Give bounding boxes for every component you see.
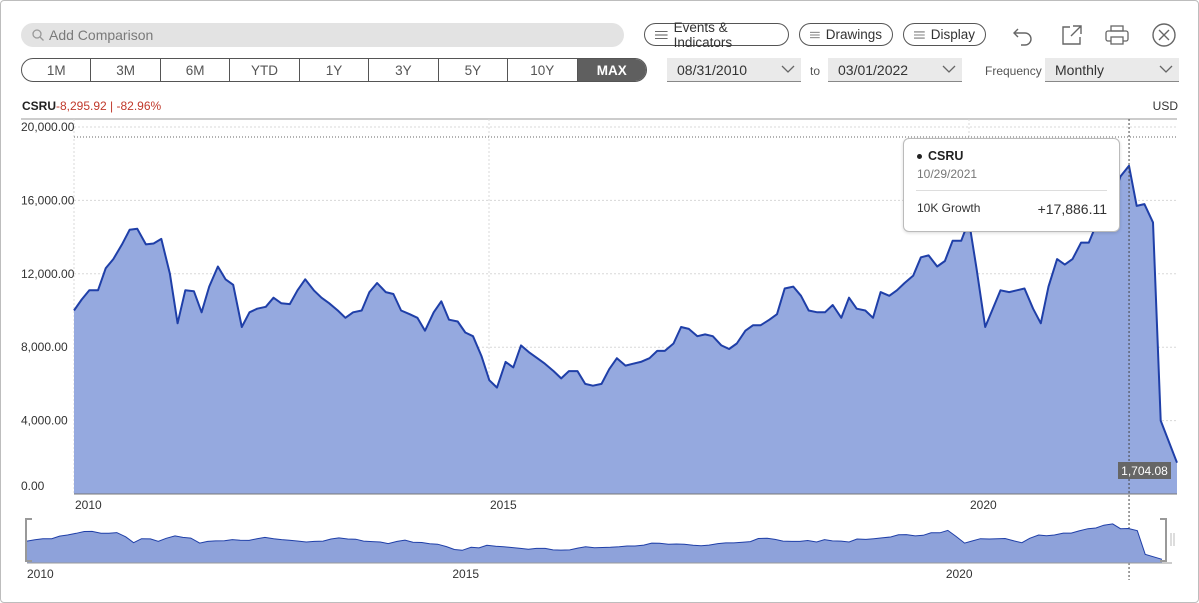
x-tick-label: 2015: [490, 498, 517, 512]
range-1y[interactable]: 1Y: [300, 59, 370, 81]
frequency-label: Frequency: [985, 64, 1042, 78]
y-tick-label: 20,000.00: [21, 120, 75, 134]
navigator-tick-label: 2020: [946, 567, 973, 581]
undo-icon[interactable]: [1010, 22, 1036, 48]
end-date-picker[interactable]: 03/01/2022: [828, 58, 962, 82]
popout-icon[interactable]: [1059, 22, 1085, 48]
series-area: [74, 165, 1177, 495]
comparison-input[interactable]: [47, 26, 611, 44]
tooltip-metric: 10K Growth: [917, 201, 981, 215]
search-icon: [32, 29, 44, 41]
date-to-label: to: [810, 64, 821, 78]
ticker-change: -8,295.92 | -82.96%: [56, 99, 162, 113]
y-tick-label: 16,000.00: [21, 193, 75, 207]
chevron-down-icon: [942, 65, 956, 73]
navigator-left-handle[interactable]: [25, 518, 32, 562]
navigator-area: [27, 523, 1162, 563]
tooltip-series-name: CSRU: [928, 149, 964, 163]
drawings-label: Drawings: [825, 27, 882, 42]
close-icon[interactable]: [1151, 22, 1177, 48]
range-5y[interactable]: 5Y: [439, 59, 509, 81]
range-3y[interactable]: 3Y: [369, 59, 439, 81]
navigator-tick-label: 2015: [452, 567, 479, 581]
list-icon: [914, 31, 925, 38]
chevron-down-icon: [1159, 65, 1173, 73]
y-tick-label: 8,000.00: [21, 340, 68, 354]
tooltip-date: 10/29/2021: [917, 167, 978, 181]
range-3m[interactable]: 3M: [91, 59, 161, 81]
display-label: Display: [930, 27, 975, 42]
x-tick-label: 2010: [75, 498, 102, 512]
frequency-value: Monthly: [1055, 61, 1105, 78]
series-dot-icon: [917, 154, 922, 160]
start-date-picker[interactable]: 08/31/2010: [667, 58, 801, 82]
series-line: [73, 164, 1178, 464]
start-date-value: 08/31/2010: [677, 61, 748, 78]
navigator-tick-label: 2010: [27, 567, 54, 581]
events-indicators-label: Events & Indicators: [673, 19, 733, 50]
list-icon: [655, 30, 668, 39]
currency-label: USD: [1152, 99, 1178, 113]
range-ytd[interactable]: YTD: [230, 59, 300, 81]
y-tick-label: 0.00: [21, 479, 45, 493]
last-value-badge: 1,704.08: [1118, 462, 1171, 479]
add-comparison-search[interactable]: [21, 23, 624, 47]
chevron-down-icon: [781, 65, 795, 73]
ticker-symbol: CSRU: [22, 99, 57, 113]
y-tick-label: 12,000.00: [21, 267, 75, 281]
print-icon[interactable]: [1104, 22, 1130, 48]
frequency-select[interactable]: Monthly: [1045, 58, 1179, 82]
y-tick-label: 4,000.00: [21, 414, 68, 428]
data-tooltip: CSRU 10/29/2021 10K Growth +17,886.11: [903, 138, 1120, 232]
tooltip-value: +17,886.11: [1037, 201, 1107, 217]
range-10y[interactable]: 10Y: [508, 59, 578, 81]
events-indicators-button[interactable]: Events & Indicators: [644, 20, 789, 50]
list-icon: [810, 31, 820, 38]
x-tick-label: 2020: [970, 498, 997, 512]
navigator-right-handle[interactable]: [1160, 518, 1167, 562]
display-button[interactable]: Display: [903, 23, 986, 46]
range-selector: 1M 3M 6M YTD 1Y 3Y 5Y 10Y MAX: [21, 58, 647, 82]
range-6m[interactable]: 6M: [161, 59, 231, 81]
drawings-button[interactable]: Drawings: [799, 23, 893, 46]
navigator-line: [26, 523, 1163, 560]
tooltip-series: CSRU: [917, 149, 963, 163]
range-1m[interactable]: 1M: [22, 59, 92, 81]
end-date-value: 03/01/2022: [838, 61, 909, 78]
range-max[interactable]: MAX: [577, 59, 646, 81]
tooltip-divider: [916, 190, 1107, 191]
